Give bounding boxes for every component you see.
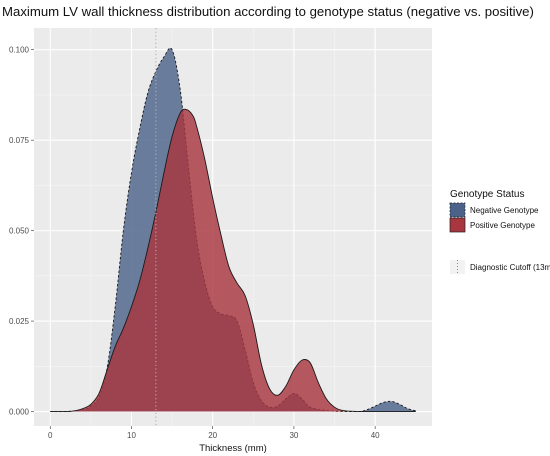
y-tick-label: 0.050	[9, 227, 30, 236]
legend: Genotype Status Negative Genotype Positi…	[449, 189, 550, 274]
x-tick-label: 10	[127, 431, 136, 440]
legend-item-negative: Negative Genotype	[449, 202, 539, 218]
y-tick-label: 0.075	[9, 136, 30, 145]
chart-title: Maximum LV wall thickness distribution a…	[2, 4, 534, 19]
legend-title: Genotype Status	[450, 189, 525, 200]
y-tick-label: 0.025	[9, 317, 30, 326]
x-tick-label: 0	[48, 431, 53, 440]
positive-density-line	[50, 108, 416, 412]
x-axis-title: Thickness (mm)	[199, 443, 267, 454]
positive-density-area	[50, 109, 416, 412]
legend-label-cutoff: Diagnostic Cutoff (13mm)	[470, 263, 550, 272]
legend-item-positive: Positive Genotype	[449, 217, 535, 233]
legend-key-negative	[449, 202, 466, 218]
y-axis-ticks: 0.000 0.025 0.050 0.075 0.100	[9, 46, 34, 417]
legend-item-cutoff: Diagnostic Cutoff (13mm)	[450, 260, 550, 274]
x-tick-label: 30	[289, 431, 298, 440]
legend-key-positive	[449, 217, 466, 233]
density-areas	[50, 47, 416, 412]
x-tick-label: 40	[371, 431, 380, 440]
legend-label-negative: Negative Genotype	[470, 206, 539, 215]
legend-label-positive: Positive Genotype	[470, 221, 535, 230]
y-tick-label: 0.000	[9, 408, 30, 417]
x-axis-ticks: 0 10 20 30 40	[48, 426, 380, 440]
x-tick-label: 20	[208, 431, 217, 440]
negative-density-line	[50, 47, 416, 412]
y-tick-label: 0.100	[9, 46, 30, 55]
